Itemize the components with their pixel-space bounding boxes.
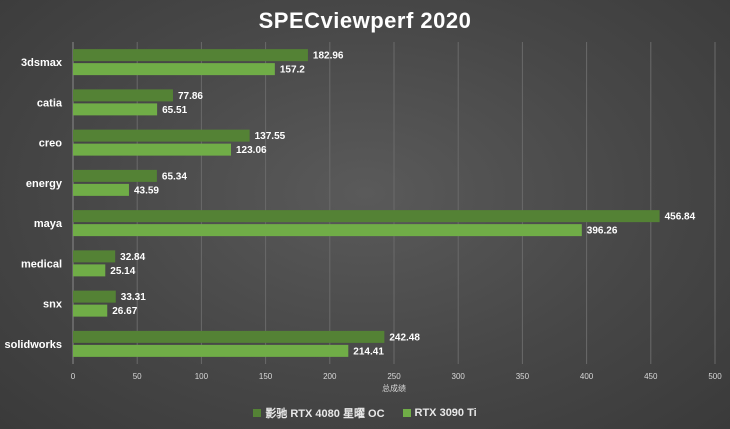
data-label-series-2: 157.2 xyxy=(280,65,305,76)
data-label-series-1: 182.96 xyxy=(313,51,344,62)
x-axis-title: 总成绩 xyxy=(382,383,406,393)
data-label-series-2: 26.67 xyxy=(112,306,137,317)
bar-series-1 xyxy=(73,169,157,182)
data-label-series-2: 214.41 xyxy=(353,346,384,357)
data-label-series-2: 25.14 xyxy=(110,266,135,277)
data-label-series-1: 456.84 xyxy=(665,212,696,223)
legend-label-series-1: 影驰 RTX 4080 星曜 OC xyxy=(265,408,385,420)
chart-title: SPECviewperf 2020 xyxy=(258,8,472,33)
data-label-series-1: 242.48 xyxy=(389,332,420,343)
bar-series-1 xyxy=(73,250,116,263)
bar-series-2 xyxy=(73,143,232,156)
data-label-series-2: 43.59 xyxy=(134,185,159,196)
category-label: medical xyxy=(21,258,62,270)
data-label-series-1: 32.84 xyxy=(120,252,145,263)
category-label: catia xyxy=(37,97,63,109)
category-label: solidworks xyxy=(5,339,62,351)
bar-series-1 xyxy=(73,89,173,102)
data-label-series-1: 33.31 xyxy=(121,292,146,303)
x-tick-label: 250 xyxy=(387,372,401,381)
data-label-series-2: 396.26 xyxy=(587,226,618,237)
data-label-series-1: 65.34 xyxy=(162,171,187,182)
x-tick-label: 100 xyxy=(195,372,209,381)
legend-item-series-2: RTX 3090 Ti xyxy=(402,405,477,421)
bar-series-1 xyxy=(73,210,660,223)
legend: 影驰 RTX 4080 星曜 OC RTX 3090 Ti xyxy=(0,405,730,421)
category-label: energy xyxy=(26,178,63,190)
x-tick-label: 0 xyxy=(71,372,76,381)
data-label-series-2: 123.06 xyxy=(236,145,267,156)
legend-item-series-1: 影驰 RTX 4080 星曜 OC xyxy=(253,405,385,421)
bar-series-2 xyxy=(73,224,582,237)
x-tick-label: 450 xyxy=(644,372,658,381)
data-label-series-1: 137.55 xyxy=(255,131,286,142)
legend-label-series-2: RTX 3090 Ti xyxy=(414,407,477,419)
bar-series-2 xyxy=(73,183,129,196)
data-label-series-2: 65.51 xyxy=(162,105,187,116)
x-tick-label: 200 xyxy=(323,372,337,381)
x-tick-label: 500 xyxy=(708,372,722,381)
x-tick-label: 300 xyxy=(452,372,466,381)
bar-series-2 xyxy=(73,103,158,116)
x-tick-label: 50 xyxy=(133,372,142,381)
bar-series-1 xyxy=(73,49,308,62)
legend-swatch-series-2 xyxy=(402,409,411,417)
bar-series-2 xyxy=(73,344,349,357)
bar-series-1 xyxy=(73,129,250,142)
data-label-series-1: 77.86 xyxy=(178,91,203,102)
legend-swatch-series-1 xyxy=(253,409,262,417)
bar-series-1 xyxy=(73,290,116,303)
bar-series-1 xyxy=(73,330,385,343)
category-label: maya xyxy=(34,218,63,230)
bar-series-2 xyxy=(73,304,108,317)
x-tick-label: 400 xyxy=(580,372,594,381)
x-tick-label: 150 xyxy=(259,372,273,381)
x-tick-label: 350 xyxy=(516,372,530,381)
bar-series-2 xyxy=(73,264,106,277)
category-label: creo xyxy=(39,138,63,150)
bar-series-2 xyxy=(73,63,275,76)
category-label: snx xyxy=(43,299,63,311)
category-label: 3dsmax xyxy=(21,57,63,69)
